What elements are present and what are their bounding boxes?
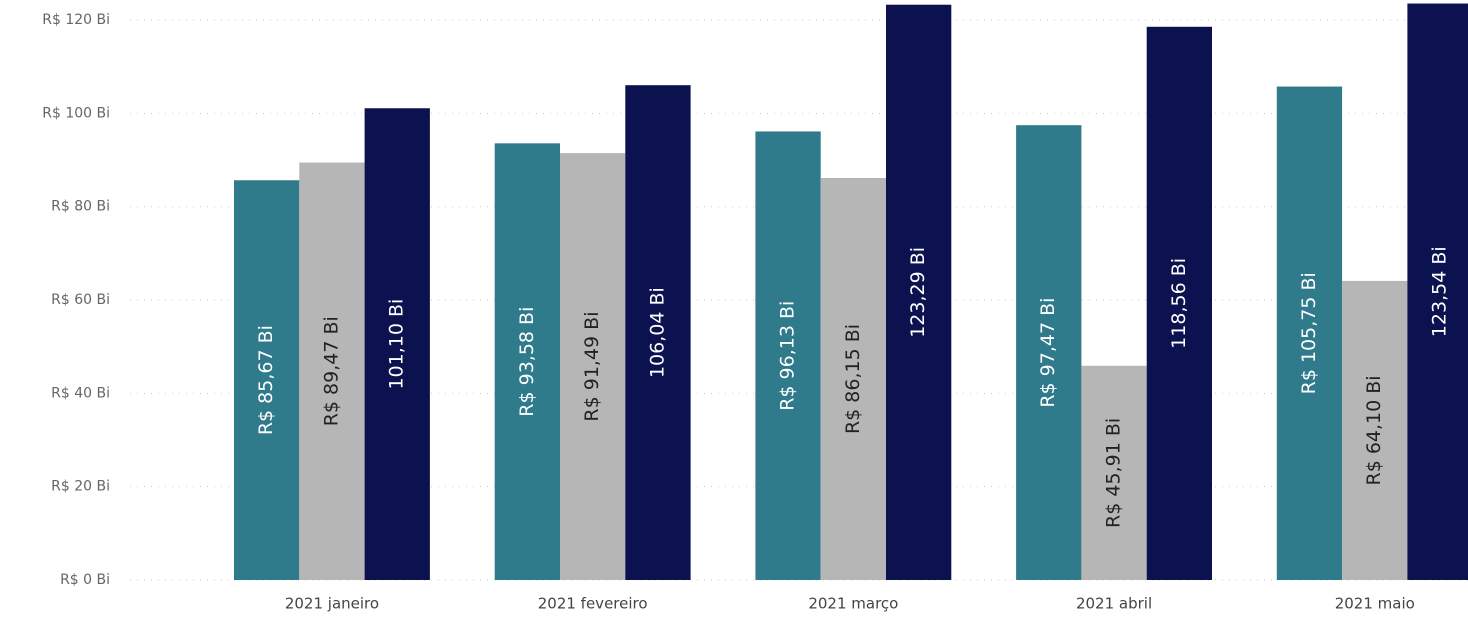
x-tick-label: 2021 fevereiro	[538, 595, 648, 613]
value-label: 118,56 Bi	[1168, 258, 1190, 349]
bar	[886, 4, 952, 581]
bar	[234, 180, 300, 580]
bar	[820, 178, 886, 580]
value-label: R$ 91,49 Bi	[581, 312, 603, 422]
bar	[1146, 26, 1212, 581]
value-label: R$ 93,58 Bi	[516, 307, 538, 417]
bar	[364, 108, 430, 581]
y-tick-label: R$ 80 Bi	[51, 199, 110, 215]
value-label: R$ 105,75 Bi	[1298, 272, 1320, 394]
y-tick-label: R$ 60 Bi	[51, 292, 110, 308]
bar	[625, 85, 691, 580]
bar	[1081, 365, 1147, 580]
value-label: R$ 97,47 Bi	[1037, 298, 1059, 408]
bar	[560, 153, 626, 580]
y-tick-label: R$ 120 Bi	[42, 12, 110, 28]
bar	[755, 131, 821, 580]
x-tick-label: 2021 março	[808, 595, 898, 613]
bar	[1342, 280, 1408, 580]
x-tick-label: 2021 abril	[1076, 595, 1152, 613]
value-label: R$ 85,67 Bi	[255, 325, 277, 435]
value-label: 106,04 Bi	[646, 287, 668, 378]
y-tick-label: R$ 100 Bi	[42, 105, 110, 121]
value-label: R$ 64,10 Bi	[1363, 375, 1385, 485]
bar	[1016, 125, 1082, 581]
x-tick-label: 2021 janeiro	[285, 595, 379, 613]
bar	[494, 143, 560, 581]
y-tick-label: R$ 40 Bi	[51, 385, 110, 401]
value-label: 123,54 Bi	[1429, 246, 1451, 337]
y-tick-label: R$ 0 Bi	[60, 572, 110, 588]
value-label: 123,29 Bi	[907, 247, 929, 338]
bar	[299, 162, 365, 581]
x-tick-label: 2021 maio	[1335, 595, 1415, 613]
value-label: R$ 89,47 Bi	[320, 316, 342, 426]
value-label: R$ 96,13 Bi	[777, 301, 799, 411]
bar	[1276, 86, 1343, 581]
bar	[1407, 3, 1468, 580]
y-tick-label: R$ 20 Bi	[51, 479, 110, 495]
value-label: 101,10 Bi	[386, 299, 408, 390]
value-label: R$ 86,15 Bi	[842, 324, 864, 434]
value-label: R$ 45,91 Bi	[1103, 418, 1125, 528]
